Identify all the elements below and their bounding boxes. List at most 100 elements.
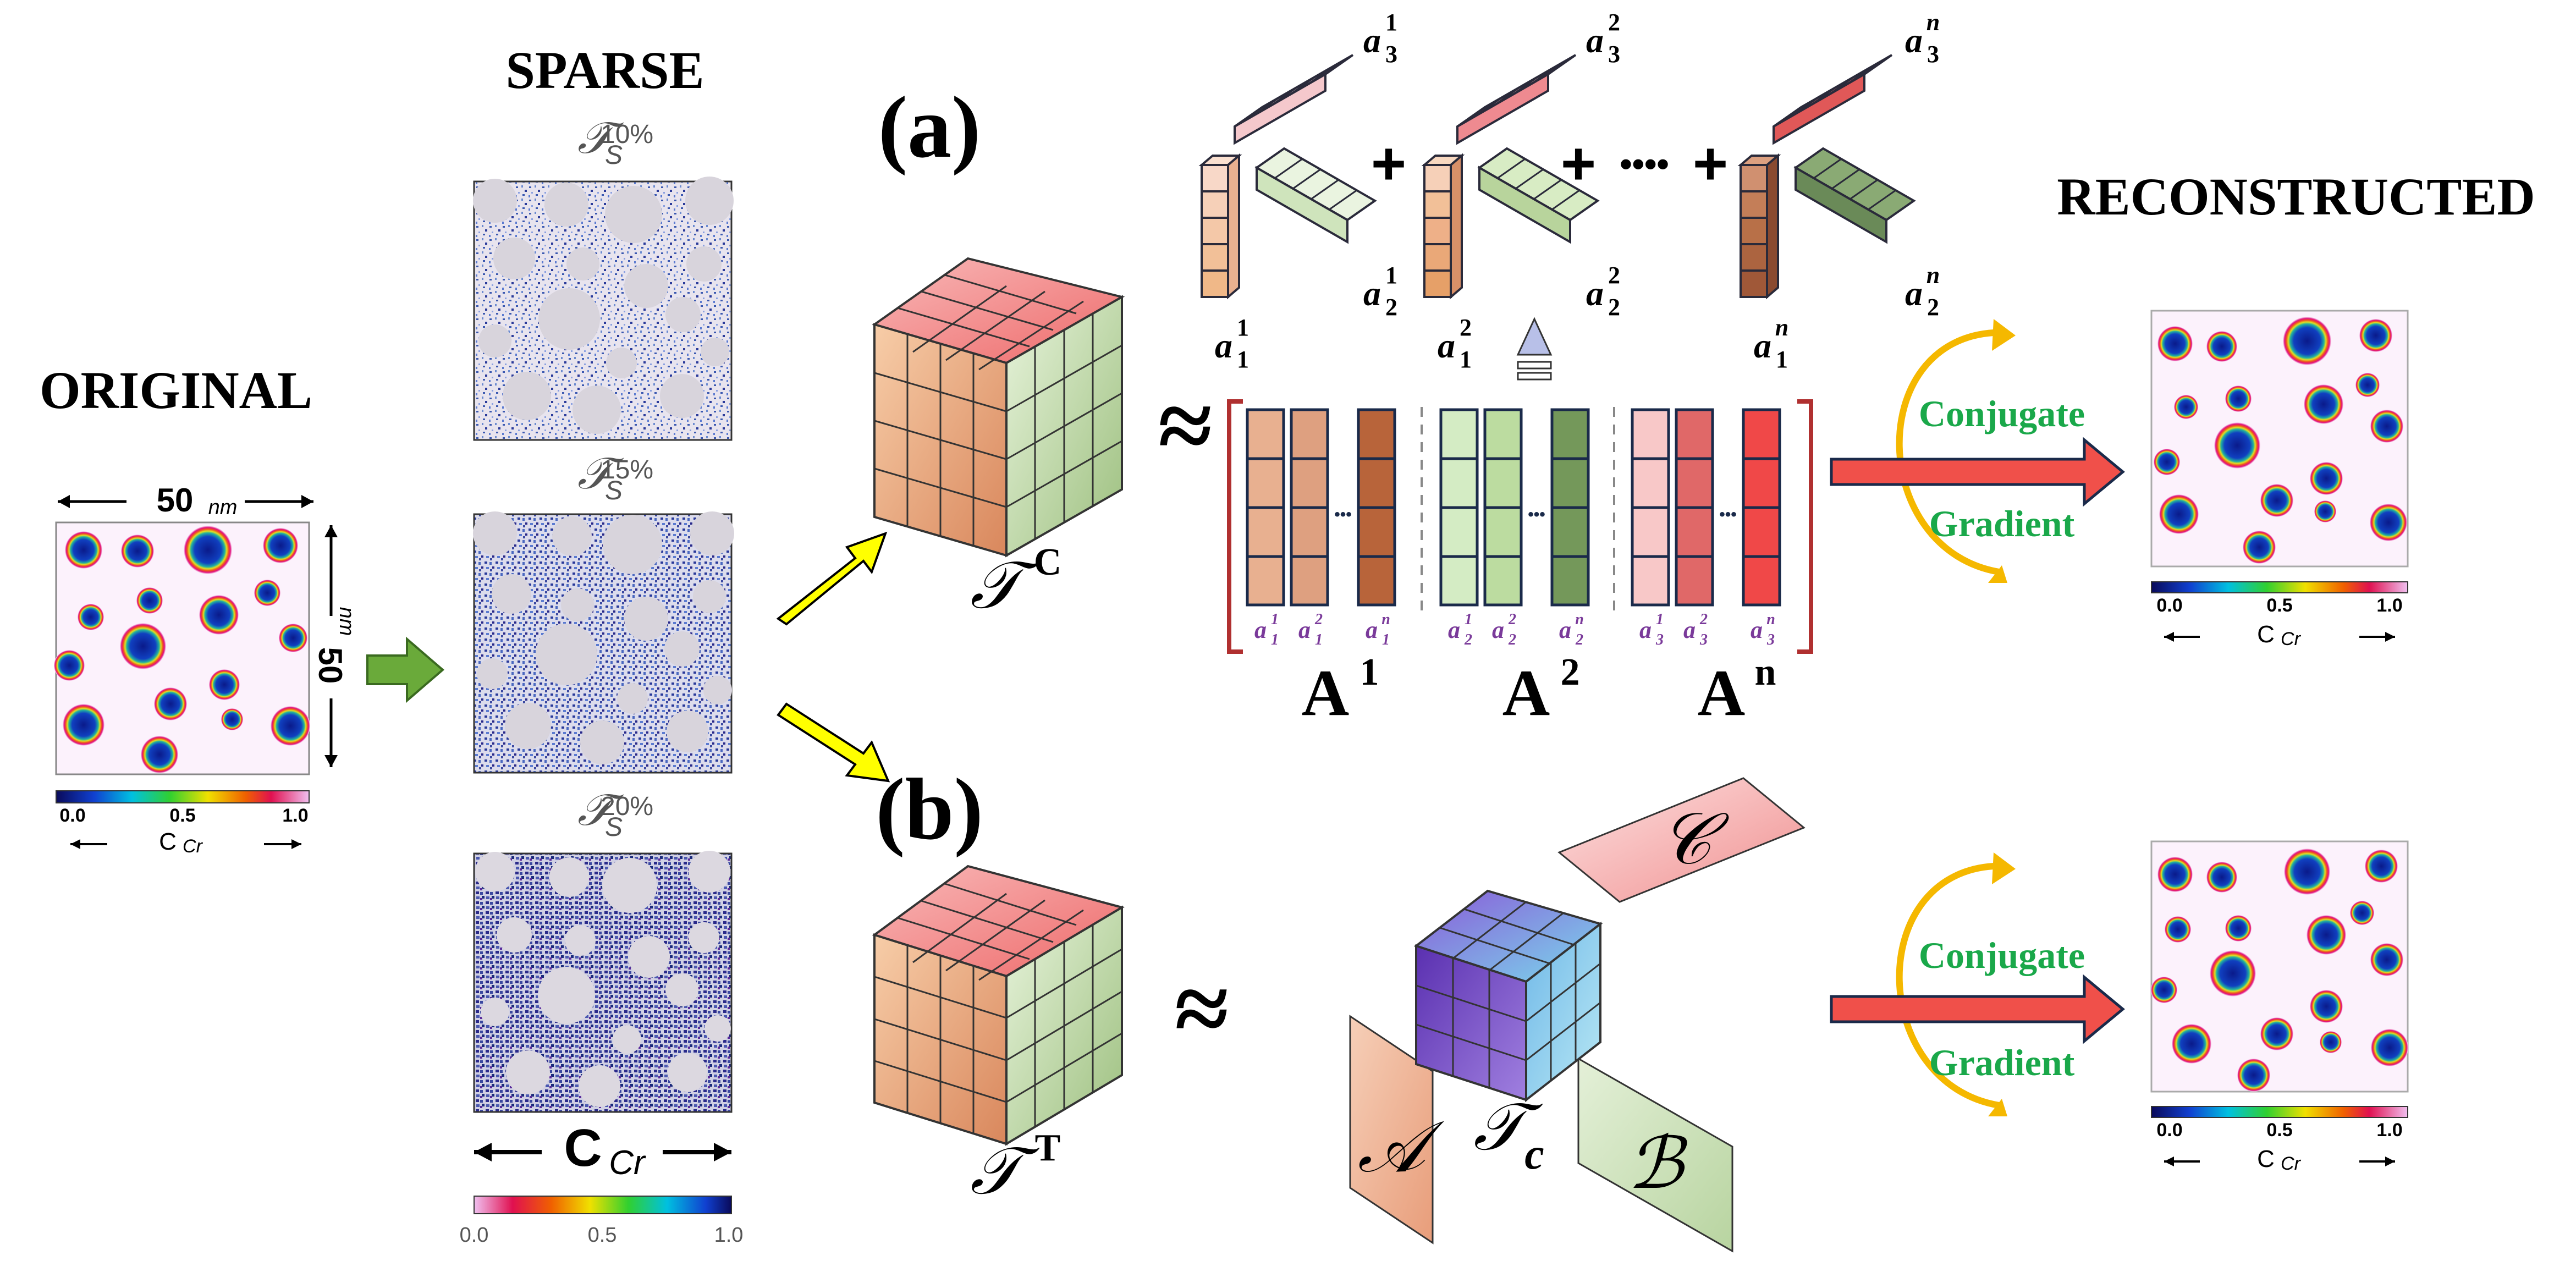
svg-text:a: a <box>1366 616 1378 643</box>
svg-text:1.0: 1.0 <box>282 805 308 826</box>
rank-one-term-2: a 2 1 a 2 2 a 2 3 <box>1421 9 1620 373</box>
svg-text:3: 3 <box>1927 41 1939 68</box>
svg-text:a: a <box>1639 616 1652 643</box>
tucker-core-sub: c <box>1524 1130 1544 1179</box>
tensor-tucker-sup: T <box>1035 1127 1061 1169</box>
panel-b-label: (b) <box>876 760 983 858</box>
original-title: ORIGINAL <box>40 361 312 420</box>
svg-text:A: A <box>1502 656 1550 729</box>
svg-text:1: 1 <box>1776 346 1788 373</box>
svg-text:1.0: 1.0 <box>2376 1120 2402 1141</box>
svg-text:a: a <box>1905 21 1923 60</box>
svg-text:0.0: 0.0 <box>460 1224 489 1247</box>
svg-text:1: 1 <box>1271 631 1279 648</box>
svg-text:a: a <box>1363 274 1381 313</box>
svg-text:1: 1 <box>1237 314 1249 341</box>
svg-text:n: n <box>1381 611 1390 628</box>
svg-text:n: n <box>1927 9 1940 36</box>
svg-text:1: 1 <box>1271 611 1279 628</box>
svg-text:3: 3 <box>1699 631 1708 648</box>
svg-text:a: a <box>1438 326 1455 365</box>
width-dimension: 50 nm <box>58 482 313 519</box>
solver-a-line2: Gradient <box>1929 503 2075 544</box>
tensor-tucker-symbol: 𝒯 <box>970 1135 1040 1208</box>
reconstructed-title: RECONSTRUCTED <box>2057 167 2535 226</box>
recon-colorbar-b: 0.0 0.5 1.0 C Cr <box>2151 1106 2408 1174</box>
dots: •••• <box>1620 144 1669 184</box>
svg-text:1: 1 <box>1382 631 1390 648</box>
svg-text:a: a <box>1751 616 1763 643</box>
svg-text:n: n <box>1575 611 1584 628</box>
svg-text:C: C <box>564 1119 602 1177</box>
tucker-factor-c: 𝒞 <box>1557 777 1806 903</box>
svg-text:n: n <box>1927 262 1940 289</box>
svg-text:1: 1 <box>1360 651 1379 693</box>
svg-text:n: n <box>1755 651 1776 693</box>
svg-text:1: 1 <box>1465 611 1472 628</box>
svg-text:S: S <box>605 476 623 505</box>
red-arrow-b <box>1830 974 2125 1044</box>
solver-loop-b <box>1896 852 2016 1116</box>
svg-text:2: 2 <box>1508 611 1516 628</box>
tucker-factor-a: 𝒜 <box>1349 1015 1445 1245</box>
rank-one-term-1: a 1 1 a 1 2 a 1 3 <box>1198 9 1397 373</box>
svg-text:a: a <box>1215 326 1232 365</box>
svg-text:a: a <box>1492 616 1504 643</box>
factor-matrix-names: A 1 A 2 A n <box>1302 651 1776 729</box>
svg-text:0.5: 0.5 <box>2266 595 2292 616</box>
svg-text:a: a <box>1586 274 1604 313</box>
green-arrow <box>366 636 445 703</box>
tensor-cp-sup: C <box>1034 541 1062 583</box>
recon-colorbar-a: 0.0 0.5 1.0 C Cr <box>2151 581 2408 649</box>
svg-text:0.0: 0.0 <box>2156 1120 2182 1141</box>
tensor-tucker-cube <box>872 864 1125 1146</box>
svg-text:1: 1 <box>1237 346 1249 373</box>
svg-text:a: a <box>1905 274 1923 313</box>
svg-text:A: A <box>1302 656 1350 729</box>
red-arrow-a <box>1830 437 2125 507</box>
plus-sign-3: + <box>1693 130 1728 197</box>
sparse-panel-20: 𝒯 S 20% <box>473 786 733 1113</box>
svg-text:1.0: 1.0 <box>714 1224 744 1247</box>
svg-text:0.5: 0.5 <box>169 805 195 826</box>
svg-text:a: a <box>1448 616 1460 643</box>
svg-text:15%: 15% <box>601 455 653 484</box>
solver-b-line1: Conjugate <box>1919 934 2085 976</box>
approx-tucker: ≈ <box>1175 954 1229 1064</box>
width-value: 50 <box>157 482 194 519</box>
original-microstructure <box>54 521 310 775</box>
svg-text:1: 1 <box>1385 9 1397 36</box>
svg-text:2: 2 <box>1699 611 1708 628</box>
svg-text:a: a <box>1298 616 1311 643</box>
svg-text:n: n <box>1766 611 1775 628</box>
svg-text:C: C <box>159 828 177 855</box>
svg-text:2: 2 <box>1508 631 1516 648</box>
svg-text:2: 2 <box>1608 294 1620 321</box>
svg-text:2: 2 <box>1927 294 1939 321</box>
svg-text:n: n <box>1775 314 1788 341</box>
svg-text:•••: ••• <box>1334 505 1352 524</box>
svg-text:3: 3 <box>1655 631 1664 648</box>
svg-text:2: 2 <box>1561 651 1580 693</box>
svg-text:a: a <box>1363 21 1381 60</box>
svg-text:•••: ••• <box>1719 505 1737 524</box>
factor-matrices: ••• ••• ••• <box>1227 399 1813 654</box>
svg-text:3: 3 <box>1608 41 1620 68</box>
plus-sign-2: + <box>1561 130 1596 197</box>
svg-text:Cr: Cr <box>2281 629 2302 649</box>
svg-text:Cr: Cr <box>183 836 203 857</box>
original-colorbar: 0.0 0.5 1.0 C Cr <box>56 790 310 857</box>
sparse-panel-15: 𝒯 S 15% <box>473 450 734 774</box>
svg-text:a: a <box>1559 616 1571 643</box>
approx-cp: ≈ <box>1158 371 1213 481</box>
svg-text:1: 1 <box>1385 262 1397 289</box>
sparse-colorbar: C Cr 0.0 0.5 1.0 <box>460 1119 744 1247</box>
reconstructed-microstructure-b <box>2150 840 2409 1093</box>
stack-arrow-icon <box>1516 317 1553 381</box>
svg-text:•••: ••• <box>1528 505 1545 524</box>
svg-text:a: a <box>1683 616 1696 643</box>
rank-one-term-n: a n 1 a n 2 a n 3 <box>1737 9 1940 373</box>
svg-text:2: 2 <box>1385 294 1397 321</box>
svg-text:S: S <box>605 141 623 170</box>
